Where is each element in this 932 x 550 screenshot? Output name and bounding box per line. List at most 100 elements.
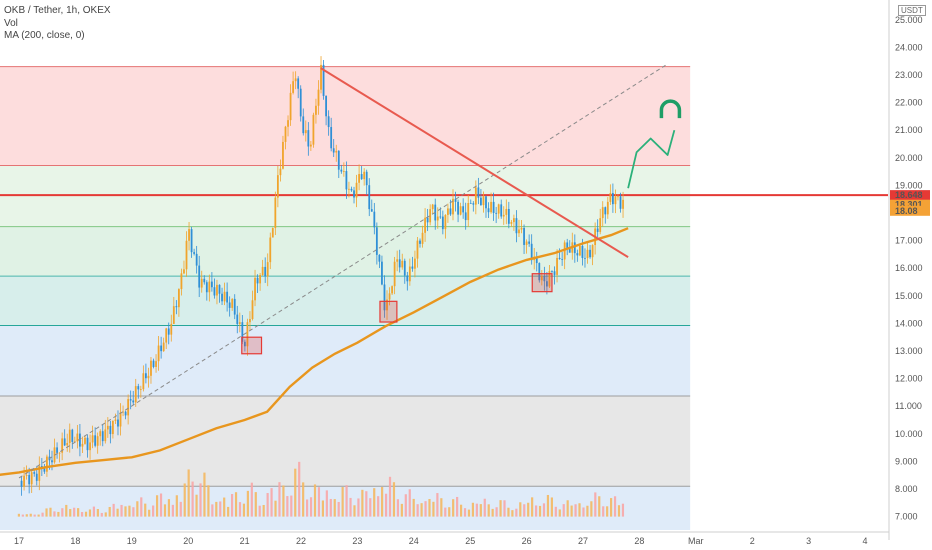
candle-body bbox=[335, 150, 338, 153]
volume-bar bbox=[152, 505, 155, 517]
candle-body bbox=[523, 228, 525, 245]
candle-body bbox=[556, 257, 558, 275]
volume-bar bbox=[503, 500, 506, 517]
candle-body bbox=[525, 241, 528, 245]
volume-bar bbox=[171, 504, 174, 517]
candle-body bbox=[426, 217, 429, 223]
candle-body bbox=[596, 228, 599, 232]
volume-bar bbox=[227, 506, 230, 517]
candle-body bbox=[452, 198, 454, 215]
candle-body bbox=[370, 209, 373, 212]
volume-bar bbox=[428, 499, 431, 517]
volume-bar bbox=[179, 501, 182, 517]
candle-body bbox=[309, 144, 312, 147]
candle-body bbox=[439, 216, 442, 218]
currency-badge[interactable]: USDT bbox=[898, 5, 926, 16]
candle-body bbox=[23, 475, 25, 487]
volume-bar bbox=[195, 494, 198, 517]
volume-bar bbox=[471, 502, 475, 517]
volume-bar bbox=[349, 497, 352, 517]
volume-bar bbox=[534, 505, 538, 517]
volume-bar bbox=[45, 508, 48, 517]
x-tick-label: 23 bbox=[352, 536, 362, 546]
x-tick-label: 20 bbox=[183, 536, 193, 546]
candle-body bbox=[183, 269, 185, 274]
volume-bar bbox=[396, 499, 400, 517]
volume-bar bbox=[610, 498, 613, 517]
candle-body bbox=[218, 284, 221, 294]
volume-bar bbox=[475, 503, 478, 517]
volume-bar bbox=[100, 512, 103, 517]
candle-body bbox=[35, 473, 38, 481]
volume-bar bbox=[258, 505, 261, 517]
candle-body bbox=[147, 375, 150, 379]
candle-body bbox=[307, 130, 310, 147]
candle-body bbox=[581, 245, 584, 258]
candle-body bbox=[297, 78, 300, 89]
volume-bar bbox=[456, 496, 459, 517]
volume-bar bbox=[215, 501, 218, 517]
candle-body bbox=[236, 314, 239, 324]
ma-indicator-label: MA (200, close, 0) bbox=[4, 30, 85, 41]
volume-bar bbox=[128, 505, 131, 517]
candle-body bbox=[233, 298, 236, 315]
candle-body bbox=[198, 265, 201, 288]
volume-bar bbox=[207, 485, 210, 517]
x-tick-label: 17 bbox=[14, 536, 24, 546]
candle-body bbox=[195, 253, 198, 266]
volume-bar bbox=[483, 498, 486, 517]
candle-body bbox=[312, 114, 315, 145]
candle-body bbox=[243, 341, 246, 347]
candle-body bbox=[563, 242, 566, 260]
volume-bar bbox=[369, 498, 372, 517]
volume-bar bbox=[73, 507, 76, 517]
candle-body bbox=[129, 399, 132, 401]
candle-body bbox=[482, 196, 485, 206]
volume-bar bbox=[238, 502, 242, 517]
candle-body bbox=[165, 328, 168, 343]
candle-body bbox=[408, 266, 411, 282]
volume-bar bbox=[519, 502, 522, 517]
volume-bar bbox=[250, 482, 253, 517]
candle-body bbox=[190, 229, 193, 253]
projection-arrow-icon bbox=[659, 99, 682, 119]
volume-bar bbox=[617, 505, 621, 517]
candle-body bbox=[327, 116, 330, 128]
price-marker-tag bbox=[890, 205, 930, 216]
volume-bar bbox=[507, 507, 510, 517]
volume-bar bbox=[613, 496, 617, 517]
volume-bar bbox=[554, 506, 557, 517]
candle-body bbox=[114, 419, 117, 421]
candle-body bbox=[365, 171, 368, 186]
candle-body bbox=[342, 171, 345, 172]
volume-bar bbox=[187, 469, 190, 517]
candle-body bbox=[167, 328, 170, 335]
volume-bar bbox=[65, 504, 68, 517]
candle-body bbox=[368, 185, 371, 210]
volume-bar bbox=[262, 504, 265, 517]
candle-body bbox=[414, 258, 416, 269]
volume-bar bbox=[590, 501, 593, 517]
candle-body bbox=[177, 289, 180, 308]
candle-body bbox=[81, 443, 84, 447]
volume-bar bbox=[230, 494, 234, 517]
volume-bar bbox=[515, 508, 518, 517]
volume-bar bbox=[254, 492, 257, 517]
candle-body bbox=[502, 214, 505, 217]
volume-bar bbox=[511, 510, 514, 517]
candle-body bbox=[614, 196, 617, 205]
candle-body bbox=[447, 208, 449, 215]
candle-body bbox=[330, 127, 333, 149]
y-tick-label: 20.000 bbox=[895, 153, 923, 163]
candle-body bbox=[363, 171, 366, 180]
volume-bar bbox=[309, 497, 313, 517]
volume-bar bbox=[92, 506, 96, 517]
volume-bar bbox=[321, 500, 324, 517]
x-tick-label: 4 bbox=[862, 536, 867, 546]
volume-bar bbox=[199, 483, 202, 517]
candle-body bbox=[76, 433, 79, 442]
candle-body bbox=[492, 201, 495, 213]
candle-body bbox=[383, 284, 386, 311]
